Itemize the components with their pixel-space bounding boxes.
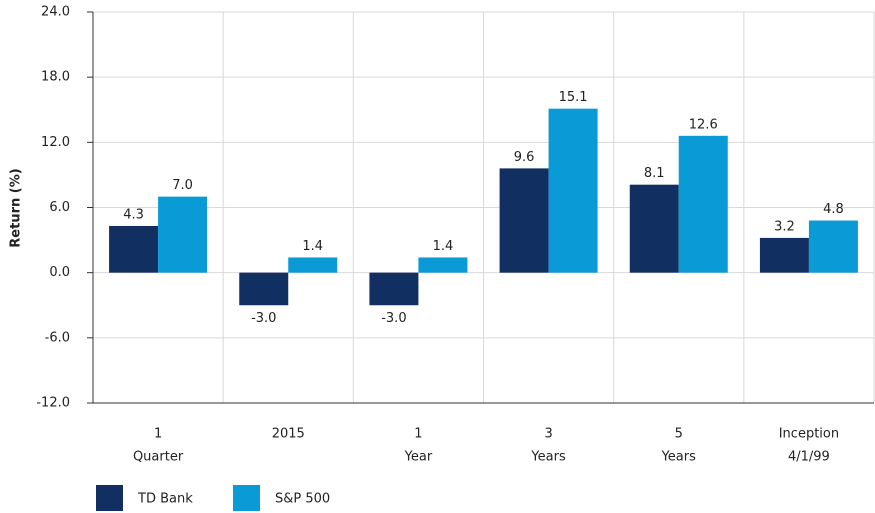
y-tick-label: -6.0: [45, 330, 70, 345]
y-tick-label: 24.0: [41, 5, 70, 20]
bar: [499, 168, 549, 273]
x-tick-label: Quarter: [133, 450, 184, 465]
bar: [418, 257, 468, 273]
y-tick-label: 6.0: [49, 200, 70, 215]
bar: [629, 184, 679, 273]
data-label: 4.8: [823, 202, 844, 217]
bar: [288, 257, 338, 273]
bar: [158, 196, 208, 273]
data-label: 7.0: [172, 178, 193, 193]
bar: [239, 272, 289, 306]
bar: [109, 225, 159, 273]
legend-label: S&P 500: [275, 492, 330, 507]
data-label: 12.6: [689, 117, 718, 132]
bar: [548, 108, 598, 273]
data-label: 9.6: [514, 150, 535, 165]
data-label: 1.4: [302, 239, 323, 254]
legend-label: TD Bank: [137, 492, 193, 507]
y-tick-label: 12.0: [41, 135, 70, 150]
x-tick-label: 1: [414, 427, 422, 442]
bar: [678, 135, 728, 273]
bar: [369, 272, 419, 306]
data-label: 3.2: [774, 219, 795, 234]
x-tick-label: Years: [661, 450, 697, 465]
data-label: 4.3: [123, 207, 144, 222]
y-tick-label: 0.0: [49, 265, 70, 280]
legend-swatch: [96, 485, 123, 511]
data-label: 1.4: [433, 239, 454, 254]
x-tick-label: 2015: [272, 427, 305, 442]
data-label: 15.1: [559, 90, 588, 105]
x-tick-label: 3: [544, 427, 552, 442]
y-tick-label: -12.0: [36, 396, 70, 411]
data-label: -3.0: [381, 311, 406, 326]
x-tick-label: 4/1/99: [788, 450, 830, 465]
x-tick-label: Years: [530, 450, 566, 465]
x-tick-label: 1: [154, 427, 162, 442]
x-tick-label: Inception: [779, 427, 839, 442]
legend-swatch: [233, 485, 260, 511]
y-tick-label: 18.0: [41, 70, 70, 85]
y-axis-label: Return (%): [9, 168, 24, 247]
bar: [759, 237, 809, 273]
x-tick-label: 5: [675, 427, 683, 442]
data-label: -3.0: [251, 311, 276, 326]
x-tick-label: Year: [404, 450, 433, 465]
data-label: 8.1: [644, 166, 665, 181]
bar: [808, 220, 858, 273]
